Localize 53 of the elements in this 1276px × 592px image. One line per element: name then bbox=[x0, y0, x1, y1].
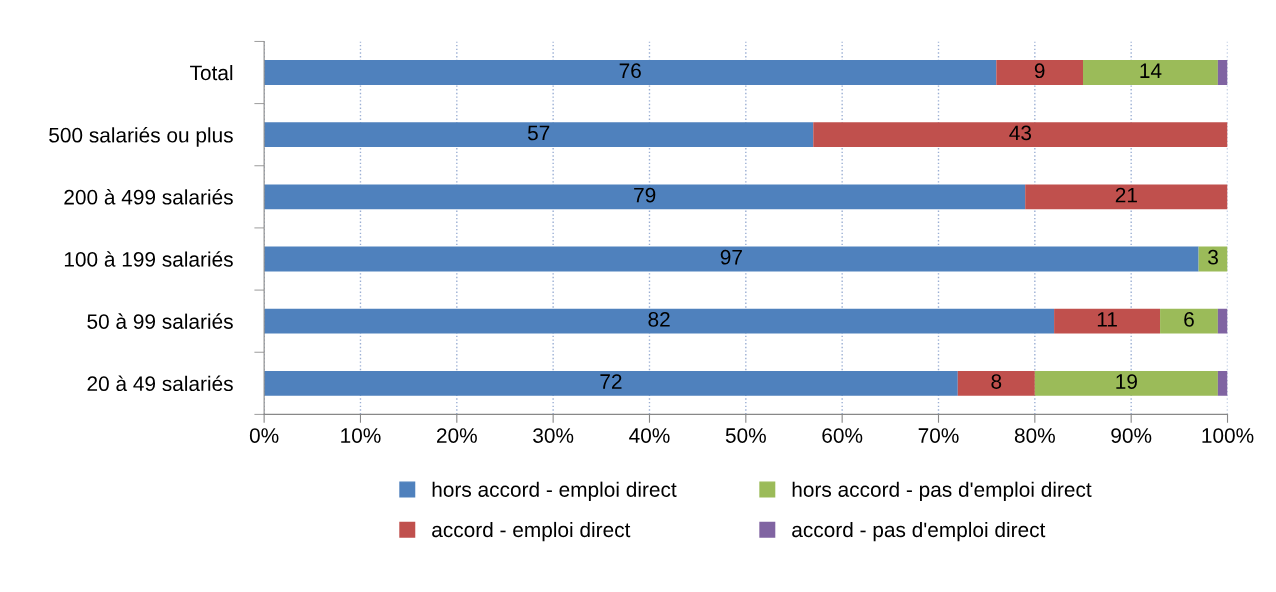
data-label: 11 bbox=[1097, 312, 1117, 327]
bar bbox=[264, 122, 814, 148]
x-tick-label: 40% bbox=[629, 428, 670, 443]
data-label: 9 bbox=[1034, 63, 1045, 79]
data-label: 14 bbox=[1140, 63, 1162, 78]
data-label: 6 bbox=[1184, 312, 1194, 327]
bar bbox=[1160, 308, 1218, 334]
bar bbox=[1034, 370, 1218, 396]
data-label: 19 bbox=[1116, 374, 1137, 389]
data-label: 97 bbox=[720, 249, 742, 265]
y-tick-label: 200 à 499 salariés bbox=[64, 189, 233, 205]
legend-label: hors accord - emploi direct bbox=[432, 481, 677, 502]
x-tick-label: 80% bbox=[1014, 428, 1055, 443]
y-tick-label: 20 à 49 salariés bbox=[87, 375, 233, 392]
data-label: 79 bbox=[634, 187, 656, 203]
bar bbox=[1217, 60, 1228, 85]
y-tick-label: 500 salariés ou plus bbox=[49, 127, 233, 147]
bar bbox=[264, 308, 1055, 334]
bar bbox=[1083, 60, 1218, 85]
data-label: 72 bbox=[600, 374, 622, 389]
bar bbox=[813, 122, 1228, 148]
legend-label: accord - pas d'emploi direct bbox=[792, 521, 1046, 542]
legend-label: hors accord - pas d'emploi direct bbox=[792, 481, 1092, 502]
y-tick-label: 50 à 99 salariés bbox=[87, 313, 233, 329]
x-tick-label: 0% bbox=[249, 428, 279, 443]
x-tick-label: 90% bbox=[1111, 428, 1152, 443]
y-tick-label: Total bbox=[190, 64, 233, 81]
bar bbox=[264, 184, 1026, 210]
x-tick-label: 100% bbox=[1202, 428, 1254, 443]
y-tick-label: 100 à 199 salariés bbox=[64, 251, 233, 267]
bar bbox=[957, 370, 1035, 396]
legend-label: accord - emploi direct bbox=[432, 521, 631, 542]
data-label: 8 bbox=[991, 374, 1002, 389]
data-label: 43 bbox=[1009, 125, 1032, 141]
bar bbox=[264, 60, 997, 85]
data-label: 82 bbox=[648, 312, 670, 327]
bar bbox=[996, 60, 1084, 85]
bar bbox=[1054, 308, 1161, 334]
x-tick-label: 20% bbox=[437, 428, 477, 443]
x-tick-label: 50% bbox=[725, 428, 766, 443]
x-tick-label: 10% bbox=[341, 428, 381, 443]
bar bbox=[264, 370, 958, 396]
data-label: 57 bbox=[527, 125, 550, 141]
data-label: 21 bbox=[1115, 187, 1137, 203]
bar bbox=[1025, 184, 1228, 210]
bar bbox=[1217, 370, 1228, 396]
data-label: 76 bbox=[619, 63, 641, 79]
bar bbox=[264, 246, 1199, 272]
x-tick-label: 30% bbox=[533, 428, 574, 443]
data-label: 3 bbox=[1208, 249, 1218, 265]
x-tick-label: 70% bbox=[918, 428, 959, 443]
x-tick-label: 60% bbox=[822, 428, 863, 443]
bar bbox=[1217, 308, 1228, 334]
